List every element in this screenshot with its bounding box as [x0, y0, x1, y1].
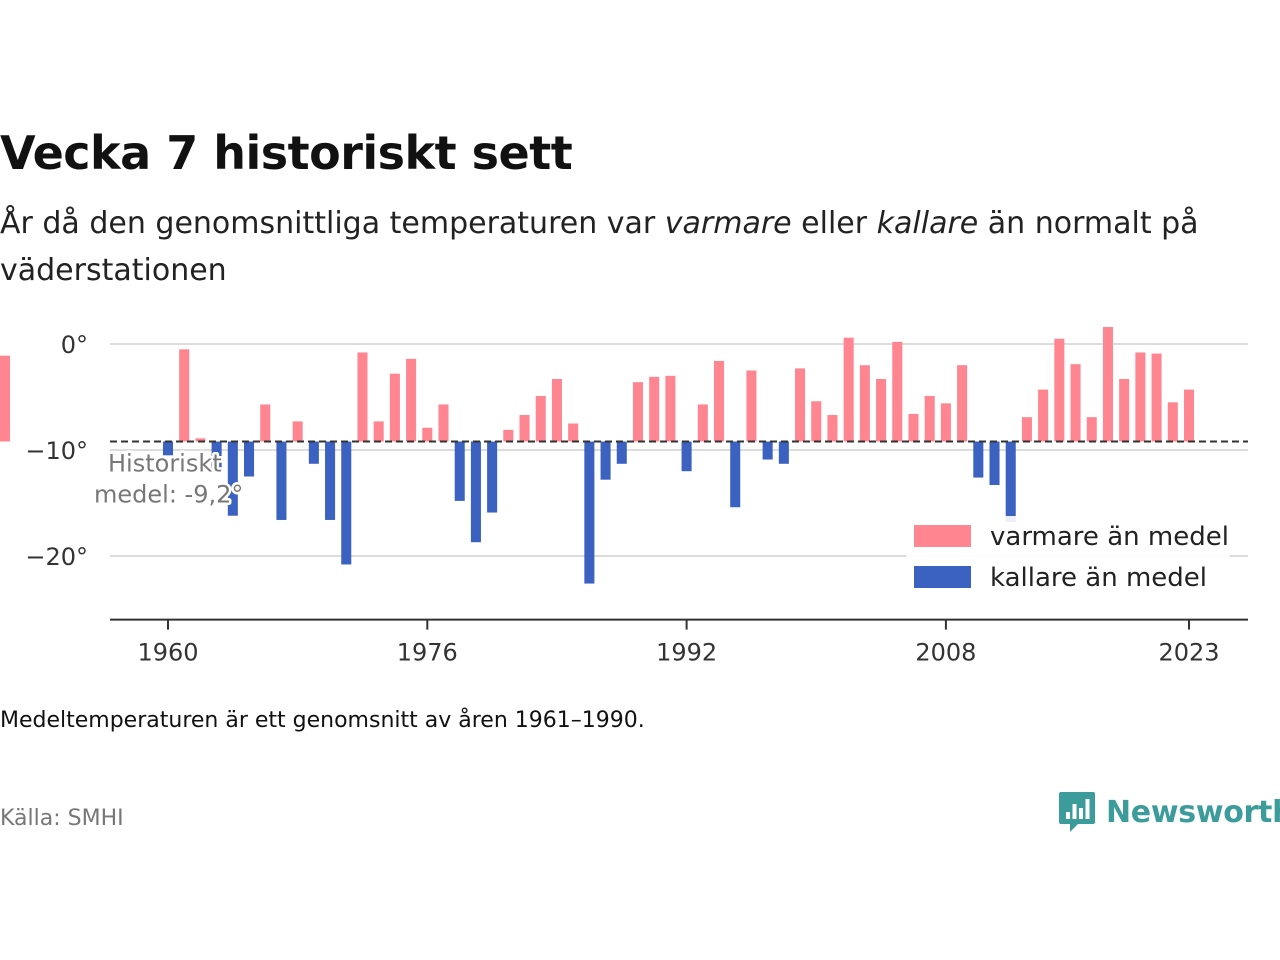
- warm-bar: [940, 403, 951, 442]
- bars: [0, 327, 1195, 584]
- cold-bar: [162, 441, 174, 456]
- warm-bar: [422, 427, 433, 442]
- brand-name: Newsworthy: [1106, 794, 1280, 830]
- legend-swatch-cold: [914, 566, 971, 588]
- warm-bar: [519, 415, 530, 442]
- warm-bar: [292, 421, 303, 442]
- legend-swatch-warm: [914, 525, 971, 547]
- subtitle-part3: än normalt på väderstationen: [0, 206, 1199, 288]
- cold-bar: [989, 441, 1000, 485]
- warm-bar: [1119, 378, 1130, 442]
- x-tick-label: 2008: [915, 639, 976, 667]
- warm-bar: [1054, 338, 1065, 442]
- y-tick-label: 0°: [61, 331, 88, 359]
- warm-bar: [438, 404, 449, 442]
- cold-bar: [325, 441, 336, 520]
- warm-bar: [859, 365, 870, 442]
- subtitle-part2: eller: [791, 206, 877, 241]
- cold-bar: [973, 441, 984, 478]
- warm-bar: [568, 423, 579, 442]
- cold-bar: [778, 441, 789, 464]
- warm-bar: [1102, 327, 1113, 442]
- warm-bar: [827, 415, 838, 442]
- warm-bar: [746, 370, 757, 442]
- cold-bar: [487, 441, 498, 513]
- warm-bar: [551, 378, 562, 442]
- x-tick-label: 1960: [137, 639, 198, 667]
- warm-bar: [535, 395, 546, 442]
- warm-bar: [1151, 353, 1162, 442]
- warm-bar: [795, 368, 806, 442]
- cold-bar: [762, 441, 773, 460]
- cold-bar: [600, 441, 611, 480]
- warm-bar: [697, 404, 708, 442]
- warm-bar: [649, 376, 660, 442]
- axes: 0° −10° −20° 1960 1976 1992 2008 2023: [25, 331, 1248, 667]
- chart-title: Vecka 7 historiskt sett: [0, 126, 573, 180]
- footnote: Medeltemperaturen är ett genomsnitt av å…: [0, 708, 645, 733]
- warm-bar: [195, 438, 206, 442]
- legend: varmare än medel kallare än medel: [906, 516, 1230, 598]
- warm-bar: [892, 341, 903, 442]
- baseline-label: Historiskt: [108, 450, 222, 478]
- warm-bar: [665, 375, 676, 442]
- warm-bar: [876, 378, 887, 442]
- warm-bar: [373, 421, 384, 442]
- warm-bar: [713, 360, 725, 442]
- x-tick-label: 2023: [1158, 639, 1219, 667]
- warm-bar: [843, 337, 854, 442]
- y-tick-label: −10°: [25, 437, 88, 465]
- baseline-label: medel: -9,2°: [94, 481, 243, 509]
- warm-bar: [406, 358, 417, 442]
- warm-bar: [503, 429, 514, 442]
- warm-bar: [0, 355, 11, 442]
- subtitle-part1: År då den genomsnittliga temperaturen va…: [0, 206, 665, 241]
- cold-bar: [276, 441, 287, 520]
- baseline-group: Historiskt medel: -9,2°: [92, 440, 1248, 511]
- bar-chart-speech-bubble-icon: [1059, 792, 1095, 832]
- cold-bar: [681, 441, 692, 472]
- y-tick-label: −20°: [25, 543, 88, 571]
- warm-bar: [811, 401, 822, 442]
- cold-bar: [1005, 441, 1016, 523]
- warm-bar: [632, 382, 644, 442]
- legend-label-cold: kallare än medel: [990, 563, 1207, 593]
- warm-bar: [1070, 364, 1081, 442]
- subtitle-warm-word: varmare: [664, 206, 792, 241]
- warm-bar: [1038, 389, 1049, 442]
- warm-bar: [1086, 417, 1097, 442]
- warm-bar: [908, 413, 919, 442]
- warm-bar: [179, 349, 190, 442]
- warm-bar: [1135, 352, 1146, 442]
- brand-logo: Newsworthy: [1058, 790, 1280, 834]
- cold-bar: [470, 441, 481, 543]
- x-tick-label: 1976: [397, 639, 458, 667]
- cold-bar: [308, 441, 319, 464]
- warm-bar: [924, 395, 935, 442]
- cold-bar: [341, 441, 352, 565]
- source-credit: Källa: SMHI: [0, 806, 124, 831]
- warm-bar: [357, 352, 368, 442]
- bar-chart: Historiskt medel: -9,2° 0° −10° −20° 1960 197…: [0, 327, 1248, 667]
- x-tick-label: 1992: [656, 639, 717, 667]
- warm-bar: [1167, 402, 1178, 442]
- warm-bar: [1021, 417, 1032, 442]
- warm-bar: [389, 373, 400, 442]
- legend-label-warm: varmare än medel: [990, 522, 1229, 552]
- cold-bar: [211, 441, 222, 472]
- cold-bar: [454, 441, 465, 501]
- cold-bar: [244, 441, 255, 477]
- cold-bar: [616, 441, 627, 464]
- warm-bar: [260, 404, 271, 442]
- cold-bar: [730, 441, 741, 508]
- cold-bar: [584, 441, 595, 584]
- warm-bar: [1183, 389, 1195, 442]
- cold-bar: [227, 441, 238, 516]
- subtitle-cold-word: kallare: [876, 206, 979, 241]
- warm-bar: [957, 365, 968, 442]
- chart-subtitle: År då den genomsnittliga temperaturen va…: [0, 200, 1240, 294]
